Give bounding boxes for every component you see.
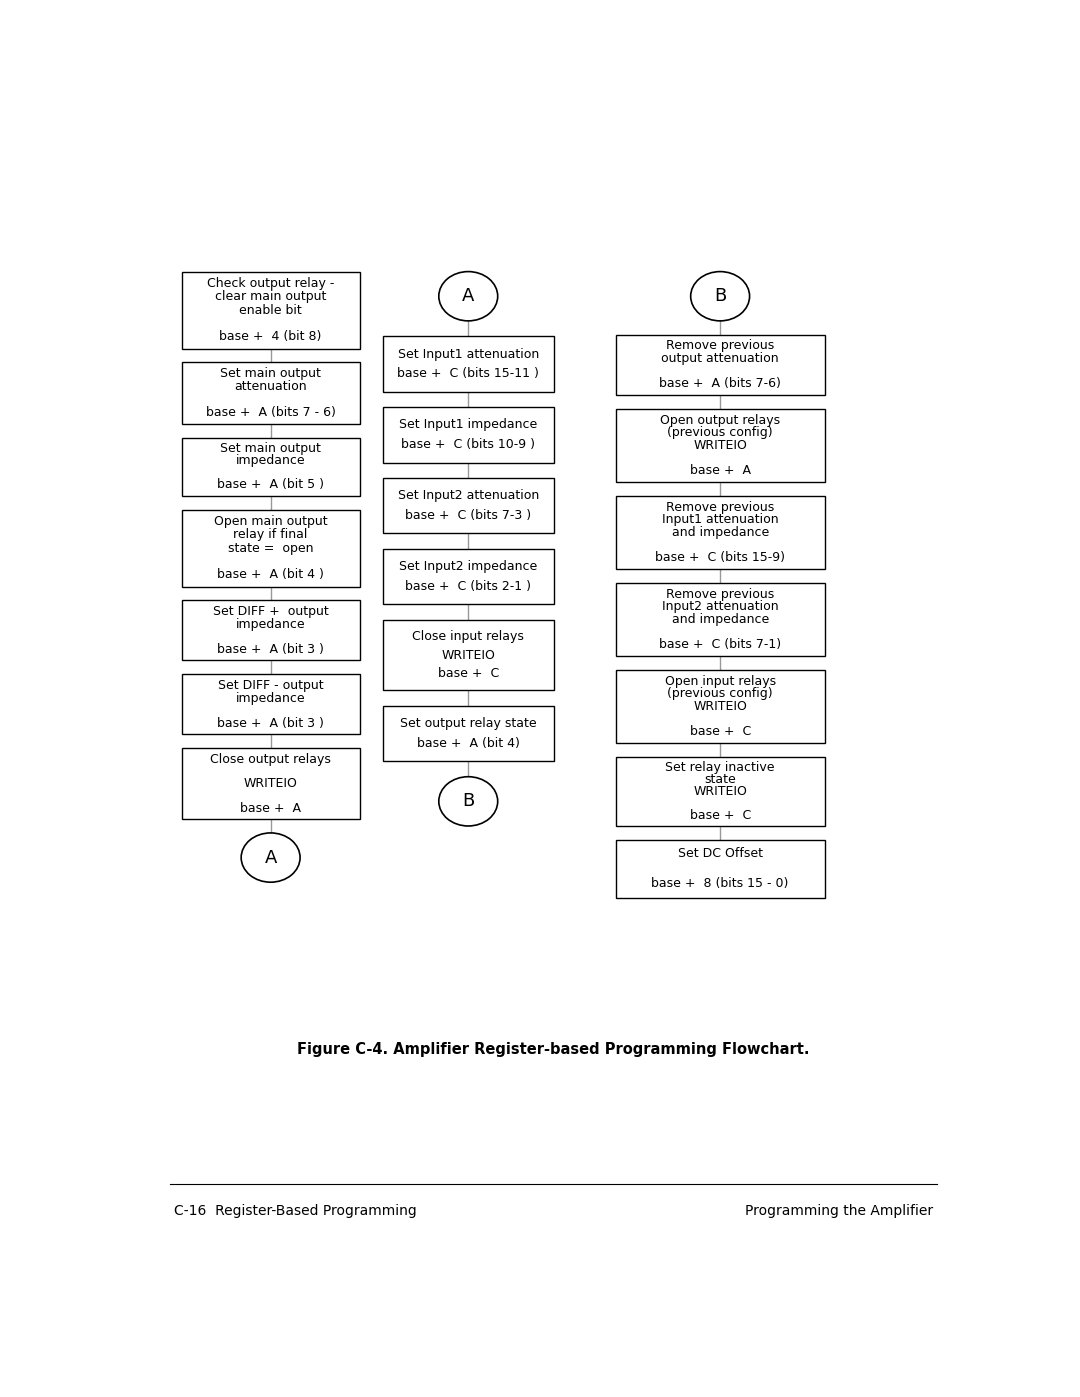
FancyBboxPatch shape [616,409,825,482]
Ellipse shape [691,271,750,321]
Text: base +  A: base + A [690,464,751,476]
FancyBboxPatch shape [383,620,554,690]
Text: Set DC Offset: Set DC Offset [677,847,762,861]
FancyBboxPatch shape [383,478,554,534]
Text: B: B [714,288,726,305]
Text: WRITEIO: WRITEIO [244,777,298,791]
Text: Set DIFF - output: Set DIFF - output [218,679,323,692]
Text: C-16  Register-Based Programming: C-16 Register-Based Programming [174,1204,417,1218]
Text: Set output relay state: Set output relay state [400,717,537,731]
Text: Input2 attenuation: Input2 attenuation [662,601,779,613]
Text: (previous config): (previous config) [667,426,773,439]
Text: Figure C-4. Amplifier Register-based Programming Flowchart.: Figure C-4. Amplifier Register-based Pro… [297,1042,810,1056]
Text: Remove previous: Remove previous [666,339,774,352]
Ellipse shape [438,777,498,826]
Text: base +  4 (bit 8): base + 4 (bit 8) [219,330,322,344]
Text: (previous config): (previous config) [667,687,773,700]
Text: A: A [265,848,276,866]
Text: base +  A (bit 3 ): base + A (bit 3 ) [217,717,324,729]
Text: Remove previous: Remove previous [666,500,774,514]
Text: A: A [462,288,474,305]
Text: Set relay inactive: Set relay inactive [665,761,774,774]
Text: and impedance: and impedance [672,525,769,539]
FancyBboxPatch shape [181,362,360,425]
Text: base +  A (bit 4): base + A (bit 4) [417,738,519,750]
Text: enable bit: enable bit [240,303,302,317]
Text: impedance: impedance [235,692,306,704]
Text: WRITEIO: WRITEIO [442,648,496,662]
Text: Set Input2 impedance: Set Input2 impedance [400,560,538,573]
Text: base +  8 (bits 15 - 0): base + 8 (bits 15 - 0) [651,877,788,890]
Text: base +  A (bit 5 ): base + A (bit 5 ) [217,478,324,492]
FancyBboxPatch shape [616,669,825,743]
FancyBboxPatch shape [616,757,825,826]
Text: impedance: impedance [235,454,306,467]
Text: relay if final: relay if final [233,528,308,541]
FancyBboxPatch shape [616,496,825,569]
Text: state: state [704,773,735,787]
FancyBboxPatch shape [383,549,554,605]
FancyBboxPatch shape [181,437,360,496]
Text: Set main output: Set main output [220,443,321,455]
Text: Set main output: Set main output [220,367,321,380]
Text: impedance: impedance [235,617,306,630]
FancyBboxPatch shape [383,705,554,761]
Text: WRITEIO: WRITEIO [693,439,747,451]
Text: base +  A (bits 7 - 6): base + A (bits 7 - 6) [205,407,336,419]
Text: B: B [462,792,474,810]
FancyBboxPatch shape [383,407,554,462]
Text: Check output relay -: Check output relay - [207,277,335,291]
Text: attenuation: attenuation [234,380,307,394]
Text: Programming the Amplifier: Programming the Amplifier [745,1204,933,1218]
FancyBboxPatch shape [181,510,360,587]
Text: base +  C (bits 2-1 ): base + C (bits 2-1 ) [405,580,531,592]
Text: Open output relays: Open output relays [660,414,780,426]
Text: Open input relays: Open input relays [664,675,775,687]
FancyBboxPatch shape [616,840,825,898]
Text: base +  A (bits 7-6): base + A (bits 7-6) [659,377,781,390]
FancyBboxPatch shape [616,335,825,395]
Text: base +  C (bits 15-11 ): base + C (bits 15-11 ) [397,367,539,380]
Text: base +  C: base + C [437,668,499,680]
Text: base +  A (bit 3 ): base + A (bit 3 ) [217,643,324,655]
Text: base +  C: base + C [689,809,751,821]
Text: Open main output: Open main output [214,515,327,528]
Text: Remove previous: Remove previous [666,588,774,601]
Text: WRITEIO: WRITEIO [693,700,747,712]
Text: Input1 attenuation: Input1 attenuation [662,513,779,527]
FancyBboxPatch shape [181,675,360,735]
FancyBboxPatch shape [383,337,554,391]
Text: output attenuation: output attenuation [661,352,779,365]
FancyBboxPatch shape [181,271,360,349]
FancyBboxPatch shape [616,583,825,655]
Text: Set Input2 attenuation: Set Input2 attenuation [397,489,539,503]
Text: base +  C (bits 7-3 ): base + C (bits 7-3 ) [405,509,531,522]
Text: base +  C (bits 10-9 ): base + C (bits 10-9 ) [402,439,536,451]
Ellipse shape [438,271,498,321]
Text: base +  A (bit 4 ): base + A (bit 4 ) [217,569,324,581]
Text: Close output relays: Close output relays [211,753,332,766]
Text: base +  C (bits 15-9): base + C (bits 15-9) [656,550,785,564]
Text: clear main output: clear main output [215,291,326,303]
Text: base +  C: base + C [689,725,751,738]
Text: WRITEIO: WRITEIO [693,785,747,798]
Text: and impedance: and impedance [672,613,769,626]
Text: Close input relays: Close input relays [413,630,524,643]
Text: state =  open: state = open [228,542,313,555]
Text: Set Input1 attenuation: Set Input1 attenuation [397,348,539,360]
Ellipse shape [241,833,300,882]
Text: base +  C (bits 7-1): base + C (bits 7-1) [659,638,781,651]
FancyBboxPatch shape [181,749,360,819]
Text: Set DIFF +  output: Set DIFF + output [213,605,328,617]
Text: Set Input1 impedance: Set Input1 impedance [400,419,538,432]
FancyBboxPatch shape [181,601,360,661]
Text: base +  A: base + A [240,802,301,814]
